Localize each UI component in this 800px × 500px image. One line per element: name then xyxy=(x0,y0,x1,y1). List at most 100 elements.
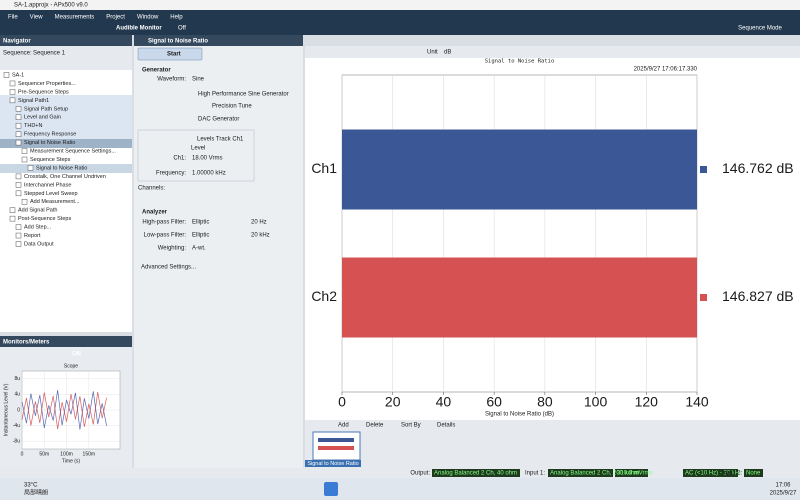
tree-icon xyxy=(15,114,22,120)
x-tick-label: 50m xyxy=(39,451,49,457)
tree-item[interactable]: Level and Gain xyxy=(24,115,61,121)
bar xyxy=(342,129,697,210)
field-value[interactable]: A-wt. xyxy=(192,246,206,252)
unit-select[interactable]: dB xyxy=(444,50,451,56)
line-series xyxy=(21,392,107,430)
tree-icon xyxy=(15,106,22,112)
menu-item[interactable]: Measurements xyxy=(55,15,95,21)
tree-icon xyxy=(21,156,28,163)
tree-item[interactable]: Signal to Noise Ratio xyxy=(36,165,87,171)
tree-item[interactable]: Sequencer Properties... xyxy=(18,81,76,87)
y-tick-label: 0 xyxy=(17,407,20,413)
sort-button[interactable]: Sort By xyxy=(401,423,421,429)
group-label: Level xyxy=(191,146,205,152)
menu-item[interactable]: View xyxy=(30,15,44,21)
status-label: Output: xyxy=(410,471,430,477)
start-menu-icon[interactable] xyxy=(324,482,338,496)
x-tick-label: 80 xyxy=(537,394,553,410)
start-button[interactable] xyxy=(137,47,203,61)
legend-swatch xyxy=(700,166,707,173)
tree-item[interactable]: Signal to Noise Ratio xyxy=(24,140,75,146)
delete-button[interactable]: Delete xyxy=(366,423,384,429)
menu-item[interactable]: File xyxy=(8,15,18,21)
title-bar xyxy=(0,0,800,10)
field-value[interactable]: 1.00000 kHz xyxy=(192,171,226,177)
chart-title: Scope xyxy=(64,363,78,369)
tree-icon xyxy=(9,215,16,222)
tree-item[interactable]: Interchannel Phase xyxy=(24,182,71,188)
tree-icon xyxy=(9,80,16,87)
checkbox-option[interactable]: Levels Track Ch1 xyxy=(197,137,244,143)
unit-label: Unit xyxy=(427,50,438,56)
tree-icon xyxy=(15,122,22,129)
tree-item[interactable]: THD+N xyxy=(24,123,43,129)
sequence-label: Sequence: xyxy=(3,51,32,57)
tree-item[interactable]: Add Measurement... xyxy=(30,199,80,205)
x-tick-label: 100 xyxy=(584,394,608,410)
tree-icon xyxy=(15,232,22,239)
thumbnail-icon xyxy=(318,446,354,450)
status-value: 310.0 mVrms xyxy=(617,471,652,477)
tree-item[interactable]: Sequence Steps xyxy=(30,157,71,163)
x-tick-label: 100m xyxy=(60,451,73,457)
status-box xyxy=(432,469,520,477)
advanced-button[interactable]: Advanced Settings... xyxy=(141,265,196,271)
y-axis-label: Instantaneous Level (V) xyxy=(3,383,9,436)
tree-item[interactable]: SA-1 xyxy=(12,72,24,78)
tree-icon xyxy=(15,224,22,230)
tree-icon xyxy=(9,97,16,104)
x-tick-label: 140 xyxy=(685,394,709,410)
tree-selected-step xyxy=(0,164,132,173)
tree-highlight xyxy=(0,95,132,140)
monitors-header xyxy=(0,336,132,347)
section-title: Analyzer xyxy=(142,210,168,216)
value-label: 146.762 dB xyxy=(722,160,794,176)
radio-option[interactable]: High Performance Sine Generator xyxy=(198,92,289,98)
monitor-state[interactable]: ON xyxy=(72,352,81,358)
details-button[interactable]: Details xyxy=(437,423,455,429)
field-value[interactable]: 20 Hz xyxy=(251,220,267,226)
field-value[interactable]: Elliptic xyxy=(192,220,209,226)
mode-selector[interactable]: Sequence Mode xyxy=(738,26,782,32)
tree-item[interactable]: Post-Sequence Steps xyxy=(18,216,71,222)
thumbnail-caption[interactable]: Signal to Noise Ratio xyxy=(307,461,358,467)
audible-state[interactable]: Off xyxy=(178,26,186,32)
start-button-label[interactable]: Start xyxy=(167,52,181,58)
tree-icon xyxy=(27,165,34,171)
field-label: Weighting: xyxy=(158,246,187,252)
tree-item[interactable]: Add Step... xyxy=(24,225,52,231)
tree-item[interactable]: Pre-Sequence Steps xyxy=(18,89,69,95)
tree-item[interactable]: Data Output xyxy=(24,241,54,247)
tree-item[interactable]: Signal Path Setup xyxy=(24,106,68,112)
status-value: AC (<10 Hz) - 20 kHz xyxy=(685,471,742,477)
menu-item[interactable]: Window xyxy=(137,15,159,21)
levels-group xyxy=(137,129,255,182)
tree-icon xyxy=(9,89,16,95)
tree-item[interactable]: Frequency Response xyxy=(24,132,76,138)
field-value[interactable]: Elliptic xyxy=(192,233,209,239)
menu-item[interactable]: Project xyxy=(106,15,125,21)
tree-item[interactable]: Add Signal Path xyxy=(18,208,57,214)
y-tick-label: 4u xyxy=(14,392,20,398)
tree-item[interactable]: Measurement Sequence Settings... xyxy=(30,149,116,155)
tree-icon xyxy=(21,199,28,205)
field-value[interactable]: 20 kHz xyxy=(251,233,270,239)
add-button[interactable]: Add xyxy=(338,423,349,429)
checkbox-option[interactable]: Precision Tune xyxy=(212,104,252,110)
status-label: Input 1: xyxy=(525,471,545,477)
tree-item[interactable]: Stepped Level Sweep xyxy=(24,191,78,197)
radio-option[interactable]: DAC Generator xyxy=(198,117,239,123)
settings-header xyxy=(134,35,303,46)
tree-icon xyxy=(15,241,22,247)
x-tick-label: 150m xyxy=(83,451,96,457)
field-value[interactable]: Sine xyxy=(192,77,205,83)
navigator-header xyxy=(0,35,132,46)
sequence-select[interactable]: Sequence 1 xyxy=(33,51,66,57)
tree-item[interactable]: Signal Path1 xyxy=(18,98,49,104)
y-tick-label: Ch1 xyxy=(311,160,337,176)
tree-icon xyxy=(21,148,28,154)
tree-item[interactable]: Crosstalk, One Channel Undriven xyxy=(24,174,106,180)
menu-item[interactable]: Help xyxy=(170,15,183,21)
field-value[interactable]: 18.00 Vrms xyxy=(192,156,222,162)
tree-item[interactable]: Report xyxy=(24,233,41,239)
